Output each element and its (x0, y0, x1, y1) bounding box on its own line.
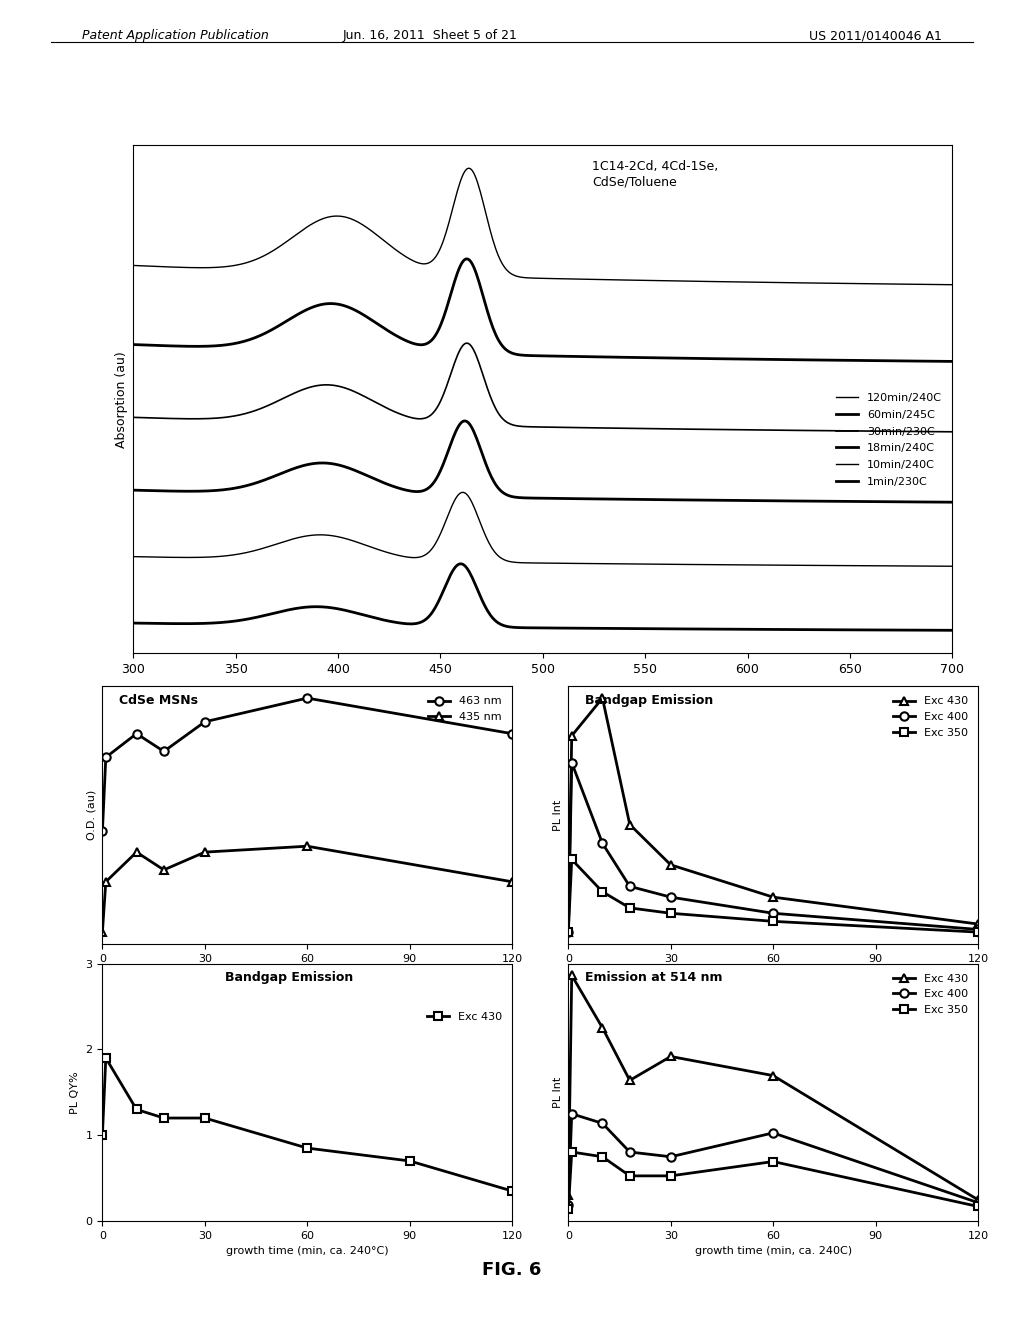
Exc 430 (596, 1020, 608, 1036)
Exc 430 (665, 857, 677, 873)
Exc 430 (158, 1110, 170, 1126)
Exc 430 (624, 1072, 636, 1088)
Exc 350 (665, 1168, 677, 1184)
463 nm (96, 824, 109, 840)
435 nm (199, 845, 211, 861)
X-axis label: growth time (min, ca. 240°C): growth time (min, ca. 240°C) (226, 1246, 388, 1257)
Exc 430 (403, 1154, 416, 1170)
Exc 430 (562, 924, 574, 940)
Text: Bandgap Emission: Bandgap Emission (585, 694, 713, 708)
435 nm (96, 924, 109, 940)
Legend: 463 nm, 435 nm: 463 nm, 435 nm (424, 692, 507, 726)
Exc 430 (96, 1127, 109, 1143)
Exc 430 (301, 1140, 313, 1156)
Exc 430 (506, 1183, 518, 1199)
Exc 350 (565, 851, 578, 867)
Exc 430 (972, 916, 984, 932)
Y-axis label: Absorption (au): Absorption (au) (115, 351, 128, 447)
435 nm (158, 862, 170, 878)
Exc 430 (624, 817, 636, 833)
Exc 430 (199, 1110, 211, 1126)
Y-axis label: PL QY%: PL QY% (70, 1071, 80, 1114)
435 nm (506, 874, 518, 890)
Exc 400 (565, 755, 578, 771)
Exc 400 (972, 921, 984, 937)
Text: Jun. 16, 2011  Sheet 5 of 21: Jun. 16, 2011 Sheet 5 of 21 (343, 29, 517, 42)
X-axis label: growth time (min, ca. 240C): growth time (min, ca. 240C) (228, 969, 386, 979)
Y-axis label: O.D. (au): O.D. (au) (87, 789, 97, 841)
435 nm (301, 838, 313, 854)
Exc 350 (624, 900, 636, 916)
Exc 350 (972, 924, 984, 940)
Exc 430 (767, 1068, 779, 1084)
Exc 430 (596, 690, 608, 706)
Y-axis label: PL Int: PL Int (553, 1077, 563, 1107)
Exc 350 (767, 1154, 779, 1170)
Line: 463 nm: 463 nm (98, 694, 516, 836)
Exc 350 (972, 1199, 984, 1214)
Line: Exc 350: Exc 350 (564, 1148, 982, 1213)
Exc 400 (665, 890, 677, 906)
Exc 430 (565, 968, 578, 983)
Legend: Exc 430, Exc 400, Exc 350: Exc 430, Exc 400, Exc 350 (888, 969, 973, 1019)
Legend: 120min/240C, 60min/245C, 30min/230C, 18min/240C, 10min/240C, 1min/230C: 120min/240C, 60min/245C, 30min/230C, 18m… (831, 389, 947, 491)
Text: Emission at 514 nm: Emission at 514 nm (585, 972, 722, 985)
435 nm (99, 874, 112, 890)
Exc 400 (565, 1106, 578, 1122)
Line: Exc 430: Exc 430 (98, 1053, 516, 1195)
Exc 430 (130, 1101, 142, 1117)
Exc 350 (596, 884, 608, 900)
Exc 350 (665, 906, 677, 921)
463 nm (506, 726, 518, 742)
Text: CdSe MSNs: CdSe MSNs (119, 694, 198, 708)
Exc 430 (99, 1051, 112, 1067)
Text: 1C14-2Cd, 4Cd-1Se,
CdSe/Toluene: 1C14-2Cd, 4Cd-1Se, CdSe/Toluene (592, 161, 718, 189)
Exc 350 (562, 924, 574, 940)
Exc 430 (767, 890, 779, 906)
Exc 350 (624, 1168, 636, 1184)
Line: Exc 430: Exc 430 (564, 972, 982, 1204)
Exc 400 (767, 1125, 779, 1140)
Text: US 2011/0140046 A1: US 2011/0140046 A1 (809, 29, 942, 42)
463 nm (301, 690, 313, 706)
Exc 350 (562, 1201, 574, 1217)
463 nm (199, 714, 211, 730)
Line: Exc 400: Exc 400 (564, 759, 982, 936)
Exc 400 (562, 924, 574, 940)
Exc 400 (624, 1144, 636, 1160)
Exc 350 (565, 1144, 578, 1160)
Text: FIG. 6: FIG. 6 (482, 1261, 542, 1279)
Exc 430 (565, 727, 578, 743)
Text: Bandgap Emission: Bandgap Emission (225, 972, 353, 985)
Line: Exc 400: Exc 400 (564, 1110, 982, 1209)
Line: Exc 350: Exc 350 (564, 855, 982, 936)
Exc 400 (562, 1197, 574, 1213)
463 nm (99, 750, 112, 766)
X-axis label: growth time (min, ca. 240C): growth time (min, ca. 240C) (694, 969, 852, 979)
Exc 400 (767, 906, 779, 921)
Legend: Exc 430, Exc 400, Exc 350: Exc 430, Exc 400, Exc 350 (888, 692, 973, 742)
463 nm (130, 726, 142, 742)
Exc 400 (624, 878, 636, 894)
Line: Exc 430: Exc 430 (564, 694, 982, 936)
Exc 400 (665, 1148, 677, 1164)
Exc 350 (767, 913, 779, 929)
Exc 430 (972, 1192, 984, 1208)
435 nm (130, 845, 142, 861)
Exc 430 (562, 1187, 574, 1203)
Text: Patent Application Publication: Patent Application Publication (82, 29, 268, 42)
Line: 435 nm: 435 nm (98, 842, 516, 936)
Legend: Exc 430: Exc 430 (422, 1007, 507, 1027)
Exc 400 (596, 1115, 608, 1131)
X-axis label: growth time (min, ca. 240C): growth time (min, ca. 240C) (694, 1246, 852, 1257)
Exc 430 (665, 1048, 677, 1064)
Exc 400 (972, 1195, 984, 1210)
463 nm (158, 743, 170, 759)
Y-axis label: PL Int: PL Int (553, 800, 563, 830)
Exc 350 (596, 1148, 608, 1164)
Exc 400 (596, 836, 608, 851)
